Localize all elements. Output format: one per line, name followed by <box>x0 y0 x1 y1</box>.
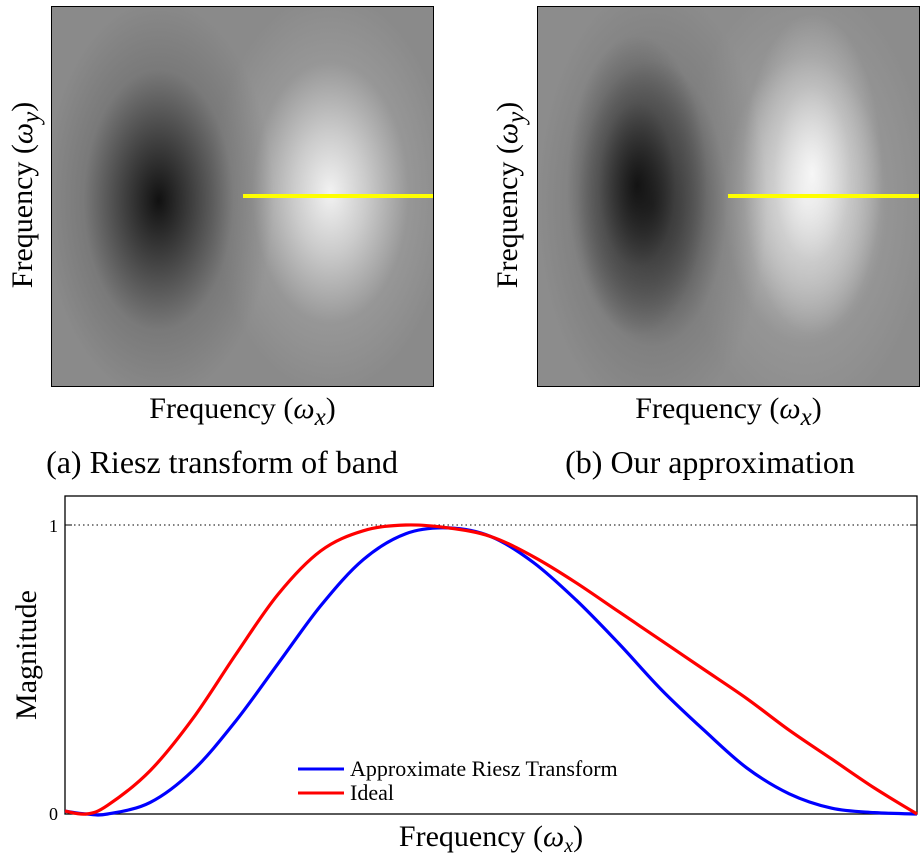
panel-a-ylabel: Frequency (ωy) <box>6 101 45 289</box>
caption-a: (a) Riesz transform of band <box>46 444 398 480</box>
magnitude-chart: 1 0 Magnitude Frequency (ωx) Approximate… <box>10 495 918 857</box>
ytick-label-1: 1 <box>49 516 58 536</box>
highlight-line-b <box>728 194 919 198</box>
legend-label-approx: Approximate Riesz Transform <box>350 756 618 781</box>
panel-a-xlabel: Frequency (ωx) <box>149 392 336 431</box>
y-axis-label: Magnitude <box>10 590 43 720</box>
riesz-transform-image <box>51 6 434 387</box>
ytick-label-0: 0 <box>49 804 58 824</box>
panel-b-ylabel: Frequency (ωy) <box>491 101 530 289</box>
series-line-ideal <box>64 523 918 816</box>
x-axis-label: Frequency (ωx) <box>399 820 583 857</box>
plot-frame <box>64 495 918 815</box>
legend: Approximate Riesz Transform Ideal <box>298 756 618 805</box>
caption-b: (b) Our approximation <box>565 444 855 480</box>
approximation-image <box>537 6 920 387</box>
legend-label-ideal: Ideal <box>350 780 394 805</box>
highlight-line-a <box>243 194 433 198</box>
panel-b-xlabel: Frequency (ωx) <box>635 392 822 431</box>
